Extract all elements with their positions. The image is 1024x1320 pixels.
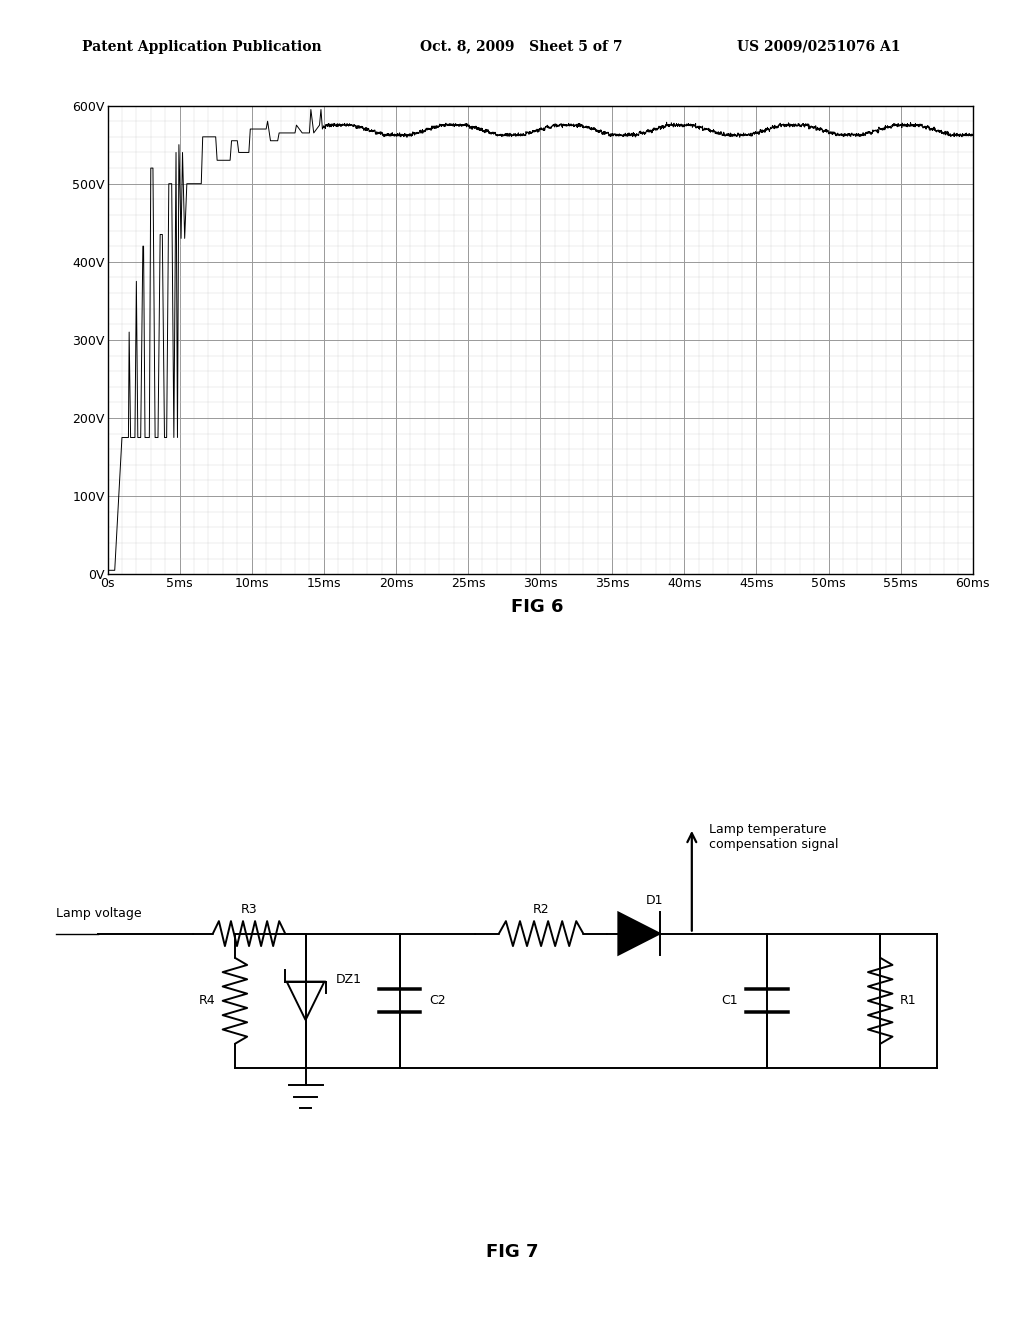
Text: D1: D1 — [645, 894, 663, 907]
Text: DZ1: DZ1 — [336, 973, 361, 986]
Text: R2: R2 — [532, 903, 550, 916]
Text: R3: R3 — [241, 903, 257, 916]
Text: FIG 6: FIG 6 — [511, 598, 564, 616]
Text: R4: R4 — [199, 994, 215, 1007]
Text: Patent Application Publication: Patent Application Publication — [82, 40, 322, 54]
Text: US 2009/0251076 A1: US 2009/0251076 A1 — [737, 40, 901, 54]
Text: FIG 7: FIG 7 — [485, 1243, 539, 1262]
Text: R1: R1 — [900, 994, 916, 1007]
Text: Lamp voltage: Lamp voltage — [56, 907, 141, 920]
Text: C2: C2 — [429, 994, 445, 1007]
Polygon shape — [618, 912, 659, 954]
Text: C1: C1 — [721, 994, 738, 1007]
Text: Lamp temperature
compensation signal: Lamp temperature compensation signal — [709, 824, 839, 851]
Text: Oct. 8, 2009   Sheet 5 of 7: Oct. 8, 2009 Sheet 5 of 7 — [420, 40, 623, 54]
